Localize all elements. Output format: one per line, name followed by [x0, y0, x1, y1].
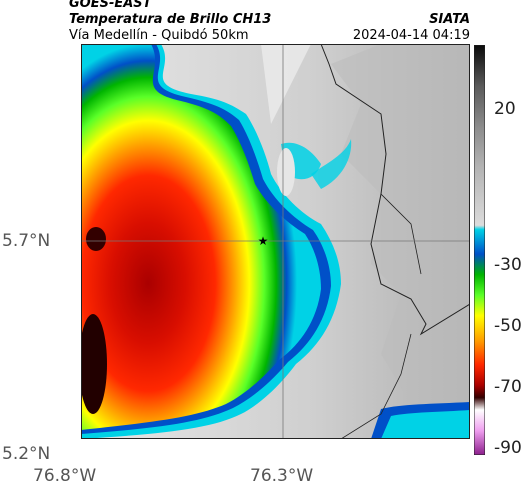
product-title: Temperatura de Brillo CH13 — [69, 12, 272, 27]
region-subtitle: Vía Medellín - Quibdó 50km — [69, 28, 249, 43]
satellite-name: GOES-EAST — [69, 0, 152, 11]
brightness-temperature-map: ★ — [81, 44, 470, 439]
lon-label-76-8: 76.8°W — [33, 466, 97, 486]
timestamp-label: 2024-04-14 04:19 — [352, 28, 470, 43]
colorbar-tick-minus70: -70 — [494, 377, 522, 397]
lon-label-76-3: 76.3°W — [250, 466, 314, 486]
lat-label-5-2: 5.2°N — [2, 444, 51, 464]
colorbar-tick-minus90: -90 — [494, 438, 522, 458]
location-star-marker: ★ — [258, 234, 269, 248]
colorbar-tick-minus50: -50 — [494, 316, 522, 336]
colorbar-tick-minus30: -30 — [494, 255, 522, 275]
header: GOES-EAST Temperatura de Brillo CH13 Vía… — [0, 0, 526, 45]
organization-label: SIATA — [429, 12, 470, 27]
political-border — [320, 44, 470, 336]
colorbar-tick-20: 20 — [494, 99, 516, 119]
colorbar — [474, 45, 485, 455]
lat-label-5-7: 5.7°N — [2, 231, 51, 251]
